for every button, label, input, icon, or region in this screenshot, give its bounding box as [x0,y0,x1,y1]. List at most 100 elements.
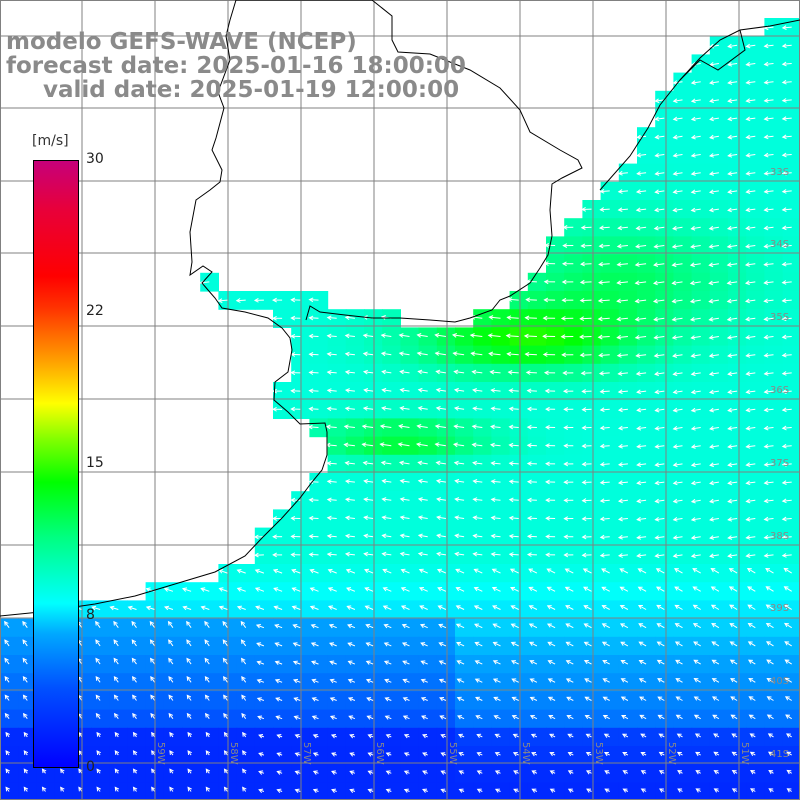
wind-speed-cell [364,363,383,383]
wind-speed-cell [200,582,219,601]
wind-speed-cell [527,418,547,438]
wind-arrow [436,497,446,502]
wind-arrow [508,388,519,394]
wind-speed-cell [600,473,620,492]
wind-speed-cell [455,564,474,583]
wind-arrow [256,642,265,647]
wind-speed-cell [673,636,693,656]
wind-speed-cell [418,545,438,565]
wind-arrow [440,752,447,757]
wind-arrow [186,639,192,647]
wind-speed-cell [345,436,365,456]
wind-arrow [236,605,246,611]
wind-arrow [672,535,683,540]
wind-arrow [329,660,337,665]
wind-arrow [653,353,665,358]
wind-speed-cell [473,782,492,800]
wind-speed-cell [327,764,347,783]
wind-speed-cell [600,636,620,656]
wind-arrow [309,587,319,592]
wind-speed-cell [91,600,110,620]
wind-speed-cell [309,400,329,419]
wind-speed-cell [709,582,729,601]
wind-arrow [257,715,265,720]
wind-speed-cell [764,727,784,747]
wind-speed-cell [709,36,729,55]
wind-arrow [617,462,628,467]
wind-speed-cell [728,163,747,183]
wind-speed-cell [182,618,201,638]
wind-arrow [672,134,683,140]
wind-speed-cell [382,527,401,547]
wind-speed-cell [491,363,511,383]
wind-arrow [4,657,10,665]
wind-arrow [690,371,701,377]
wind-arrow [598,280,610,285]
wind-arrow [565,605,574,610]
wind-arrow [380,333,392,338]
wind-arrow [492,605,501,610]
wind-speed-cell [327,673,347,692]
wind-arrow [565,678,574,683]
wind-arrow [545,461,556,467]
wind-speed-cell [655,509,674,529]
wind-arrow [672,444,683,449]
wind-arrow [291,568,301,574]
wind-speed-cell [728,454,747,474]
wind-arrow [768,770,774,775]
wind-speed-cell [746,127,765,146]
wind-arrow [308,333,319,339]
wind-speed-cell [127,691,147,711]
wind-arrow [617,553,628,558]
wind-arrow [5,731,10,738]
wind-arrow [727,62,738,67]
wind-speed-cell [455,545,474,565]
wind-speed-cell [491,636,511,656]
wind-speed-cell [400,636,420,656]
wind-speed-cell [655,545,674,565]
wind-speed-cell [564,673,583,692]
coastline-path [0,0,583,617]
wind-arrow [639,696,647,701]
wind-speed-cell [618,291,638,310]
wind-arrow [163,605,174,611]
wind-arrow [367,752,374,757]
wind-speed-cell [600,691,620,711]
wind-arrow [765,586,774,592]
wind-arrow [290,315,301,321]
wind-arrow [508,497,519,503]
wind-arrow [5,768,10,774]
wind-arrow [384,715,392,720]
wind-speed-cell [673,509,693,529]
wind-arrow [344,333,355,339]
wind-speed-cell [637,363,656,383]
wind-speed-cell [582,636,602,656]
wind-arrow [274,660,283,666]
wind-speed-cell [709,309,729,328]
wind-speed-cell [673,218,693,237]
wind-speed-cell [0,746,19,765]
wind-arrow [294,788,301,794]
wind-arrow [672,389,683,395]
wind-arrow [381,406,392,411]
wind-arrow [492,623,501,629]
wind-arrow [113,620,119,628]
wind-arrow [713,788,720,793]
wind-speed-cell [600,218,620,237]
wind-arrow [472,388,483,393]
wind-arrow [765,604,774,610]
wind-speed-cell [254,709,274,729]
wind-speed-cell [709,218,729,237]
wind-speed-cell [163,655,183,674]
wind-arrow [767,733,774,738]
wind-speed-cell [527,509,547,529]
wind-arrow [672,207,683,213]
wind-arrow [151,768,156,774]
wind-arrow [471,442,483,448]
wind-arrow [150,676,156,683]
wind-speed-cell [18,691,37,711]
wind-arrow [599,498,610,504]
wind-speed-cell [728,72,747,92]
wind-speed-cell [436,363,456,383]
wind-speed-cell [582,382,602,401]
